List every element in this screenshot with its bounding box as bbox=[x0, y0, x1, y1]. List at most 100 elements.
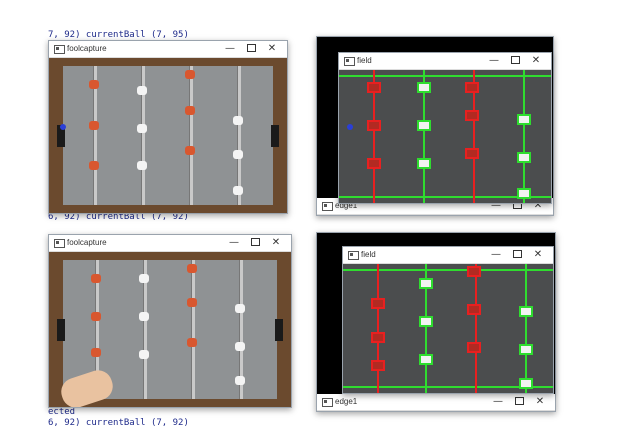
minimize-button[interactable]: — bbox=[489, 55, 499, 66]
close-button[interactable]: ✕ bbox=[533, 249, 543, 260]
green-player-box bbox=[517, 188, 531, 199]
close-button[interactable]: ✕ bbox=[533, 200, 543, 211]
green-player-box bbox=[519, 306, 533, 317]
white-player bbox=[235, 342, 245, 351]
rod bbox=[141, 66, 145, 205]
minimize-button[interactable]: — bbox=[229, 237, 239, 248]
rod bbox=[191, 260, 195, 399]
field-window-top[interactable]: field — ✕ bbox=[338, 52, 552, 204]
red-player bbox=[91, 274, 101, 283]
window-titlebar[interactable]: foolcapture — ✕ bbox=[49, 235, 291, 252]
maximize-button[interactable] bbox=[242, 42, 260, 56]
red-player-box bbox=[367, 82, 381, 93]
red-player bbox=[89, 121, 99, 130]
field-frame bbox=[343, 264, 553, 393]
green-player-box bbox=[517, 152, 531, 163]
red-player bbox=[185, 70, 195, 79]
field-image bbox=[343, 264, 553, 393]
minimize-button[interactable]: — bbox=[491, 249, 501, 260]
rod bbox=[189, 66, 193, 205]
window-titlebar[interactable]: foolcapture — ✕ bbox=[49, 41, 287, 58]
red-player-box bbox=[367, 120, 381, 131]
green-player-box bbox=[417, 158, 431, 169]
field-window-bottom[interactable]: field — ✕ bbox=[342, 246, 554, 394]
white-player bbox=[233, 186, 243, 195]
window-title: field bbox=[357, 56, 372, 65]
window-title: edge1 bbox=[335, 397, 358, 406]
rod bbox=[239, 260, 243, 399]
left-goal bbox=[57, 318, 65, 341]
window-titlebar[interactable]: edge1 — ✕ bbox=[317, 394, 555, 411]
foolcapture-window-bottom[interactable]: foolcapture — ✕ bbox=[48, 234, 292, 408]
white-player bbox=[137, 161, 147, 170]
table-playfield bbox=[57, 66, 279, 205]
field-boundary-top bbox=[339, 75, 551, 77]
window-title: edge1 bbox=[335, 201, 358, 210]
close-button[interactable]: ✕ bbox=[271, 237, 281, 248]
maximize-icon bbox=[512, 250, 522, 258]
red-player bbox=[91, 312, 101, 321]
red-player-box bbox=[367, 158, 381, 169]
field-frame bbox=[339, 70, 551, 203]
red-player-box bbox=[371, 332, 385, 343]
app-icon bbox=[322, 202, 333, 211]
white-player bbox=[235, 376, 245, 385]
minimize-button[interactable]: — bbox=[493, 396, 503, 407]
foolcapture-window-top[interactable]: foolcapture — ✕ bbox=[48, 40, 288, 214]
green-rod-line bbox=[425, 264, 427, 393]
app-icon bbox=[54, 239, 65, 248]
maximize-icon bbox=[514, 397, 524, 405]
window-title: foolcapture bbox=[67, 238, 107, 247]
green-rod-line bbox=[525, 264, 527, 393]
close-button[interactable]: ✕ bbox=[531, 55, 541, 66]
green-player-box bbox=[419, 278, 433, 289]
white-player bbox=[233, 116, 243, 125]
window-titlebar[interactable]: field — ✕ bbox=[339, 53, 551, 70]
ball-detection bbox=[347, 124, 353, 130]
close-button[interactable]: ✕ bbox=[267, 43, 277, 54]
minimize-button[interactable]: — bbox=[225, 43, 235, 54]
red-rod-line bbox=[473, 70, 475, 203]
green-player-box bbox=[419, 354, 433, 365]
green-player-box bbox=[519, 378, 533, 389]
red-rod-line bbox=[377, 264, 379, 393]
red-player bbox=[89, 80, 99, 89]
red-player bbox=[185, 106, 195, 115]
red-player bbox=[185, 146, 195, 155]
red-player bbox=[187, 298, 197, 307]
left-goal bbox=[57, 124, 65, 147]
app-icon bbox=[348, 251, 359, 260]
close-button[interactable]: ✕ bbox=[535, 396, 545, 407]
right-goal bbox=[275, 318, 283, 341]
app-icon bbox=[54, 45, 65, 54]
maximize-icon bbox=[510, 56, 520, 64]
window-title: foolcapture bbox=[67, 44, 107, 53]
window-title: field bbox=[361, 250, 376, 259]
white-player bbox=[235, 304, 245, 313]
maximize-button[interactable] bbox=[508, 248, 526, 262]
maximize-button[interactable] bbox=[246, 236, 264, 250]
red-player-box bbox=[465, 82, 479, 93]
app-icon bbox=[344, 57, 355, 66]
green-player-box bbox=[417, 120, 431, 131]
white-player bbox=[139, 350, 149, 359]
maximize-icon bbox=[250, 238, 260, 246]
white-player bbox=[137, 86, 147, 95]
console-line-bottom-1: ected bbox=[48, 407, 76, 417]
maximize-button[interactable] bbox=[510, 395, 528, 409]
green-player-box bbox=[417, 82, 431, 93]
console-line-bottom-2: 6, 92) currentBall (7, 92) bbox=[48, 418, 189, 428]
maximize-button[interactable] bbox=[506, 54, 524, 68]
ball bbox=[60, 124, 66, 130]
window-titlebar[interactable]: field — ✕ bbox=[343, 247, 553, 264]
console-line-middle: 6, 92) currentBall (7, 92) bbox=[48, 212, 189, 222]
red-player-box bbox=[371, 298, 385, 309]
field-boundary-bottom bbox=[343, 386, 553, 388]
red-player-box bbox=[467, 342, 481, 353]
app-icon bbox=[322, 398, 333, 407]
camera-frame bbox=[49, 58, 287, 213]
white-player bbox=[139, 274, 149, 283]
minimize-button[interactable]: — bbox=[491, 200, 501, 211]
maximize-icon bbox=[246, 44, 256, 52]
red-player bbox=[91, 348, 101, 357]
